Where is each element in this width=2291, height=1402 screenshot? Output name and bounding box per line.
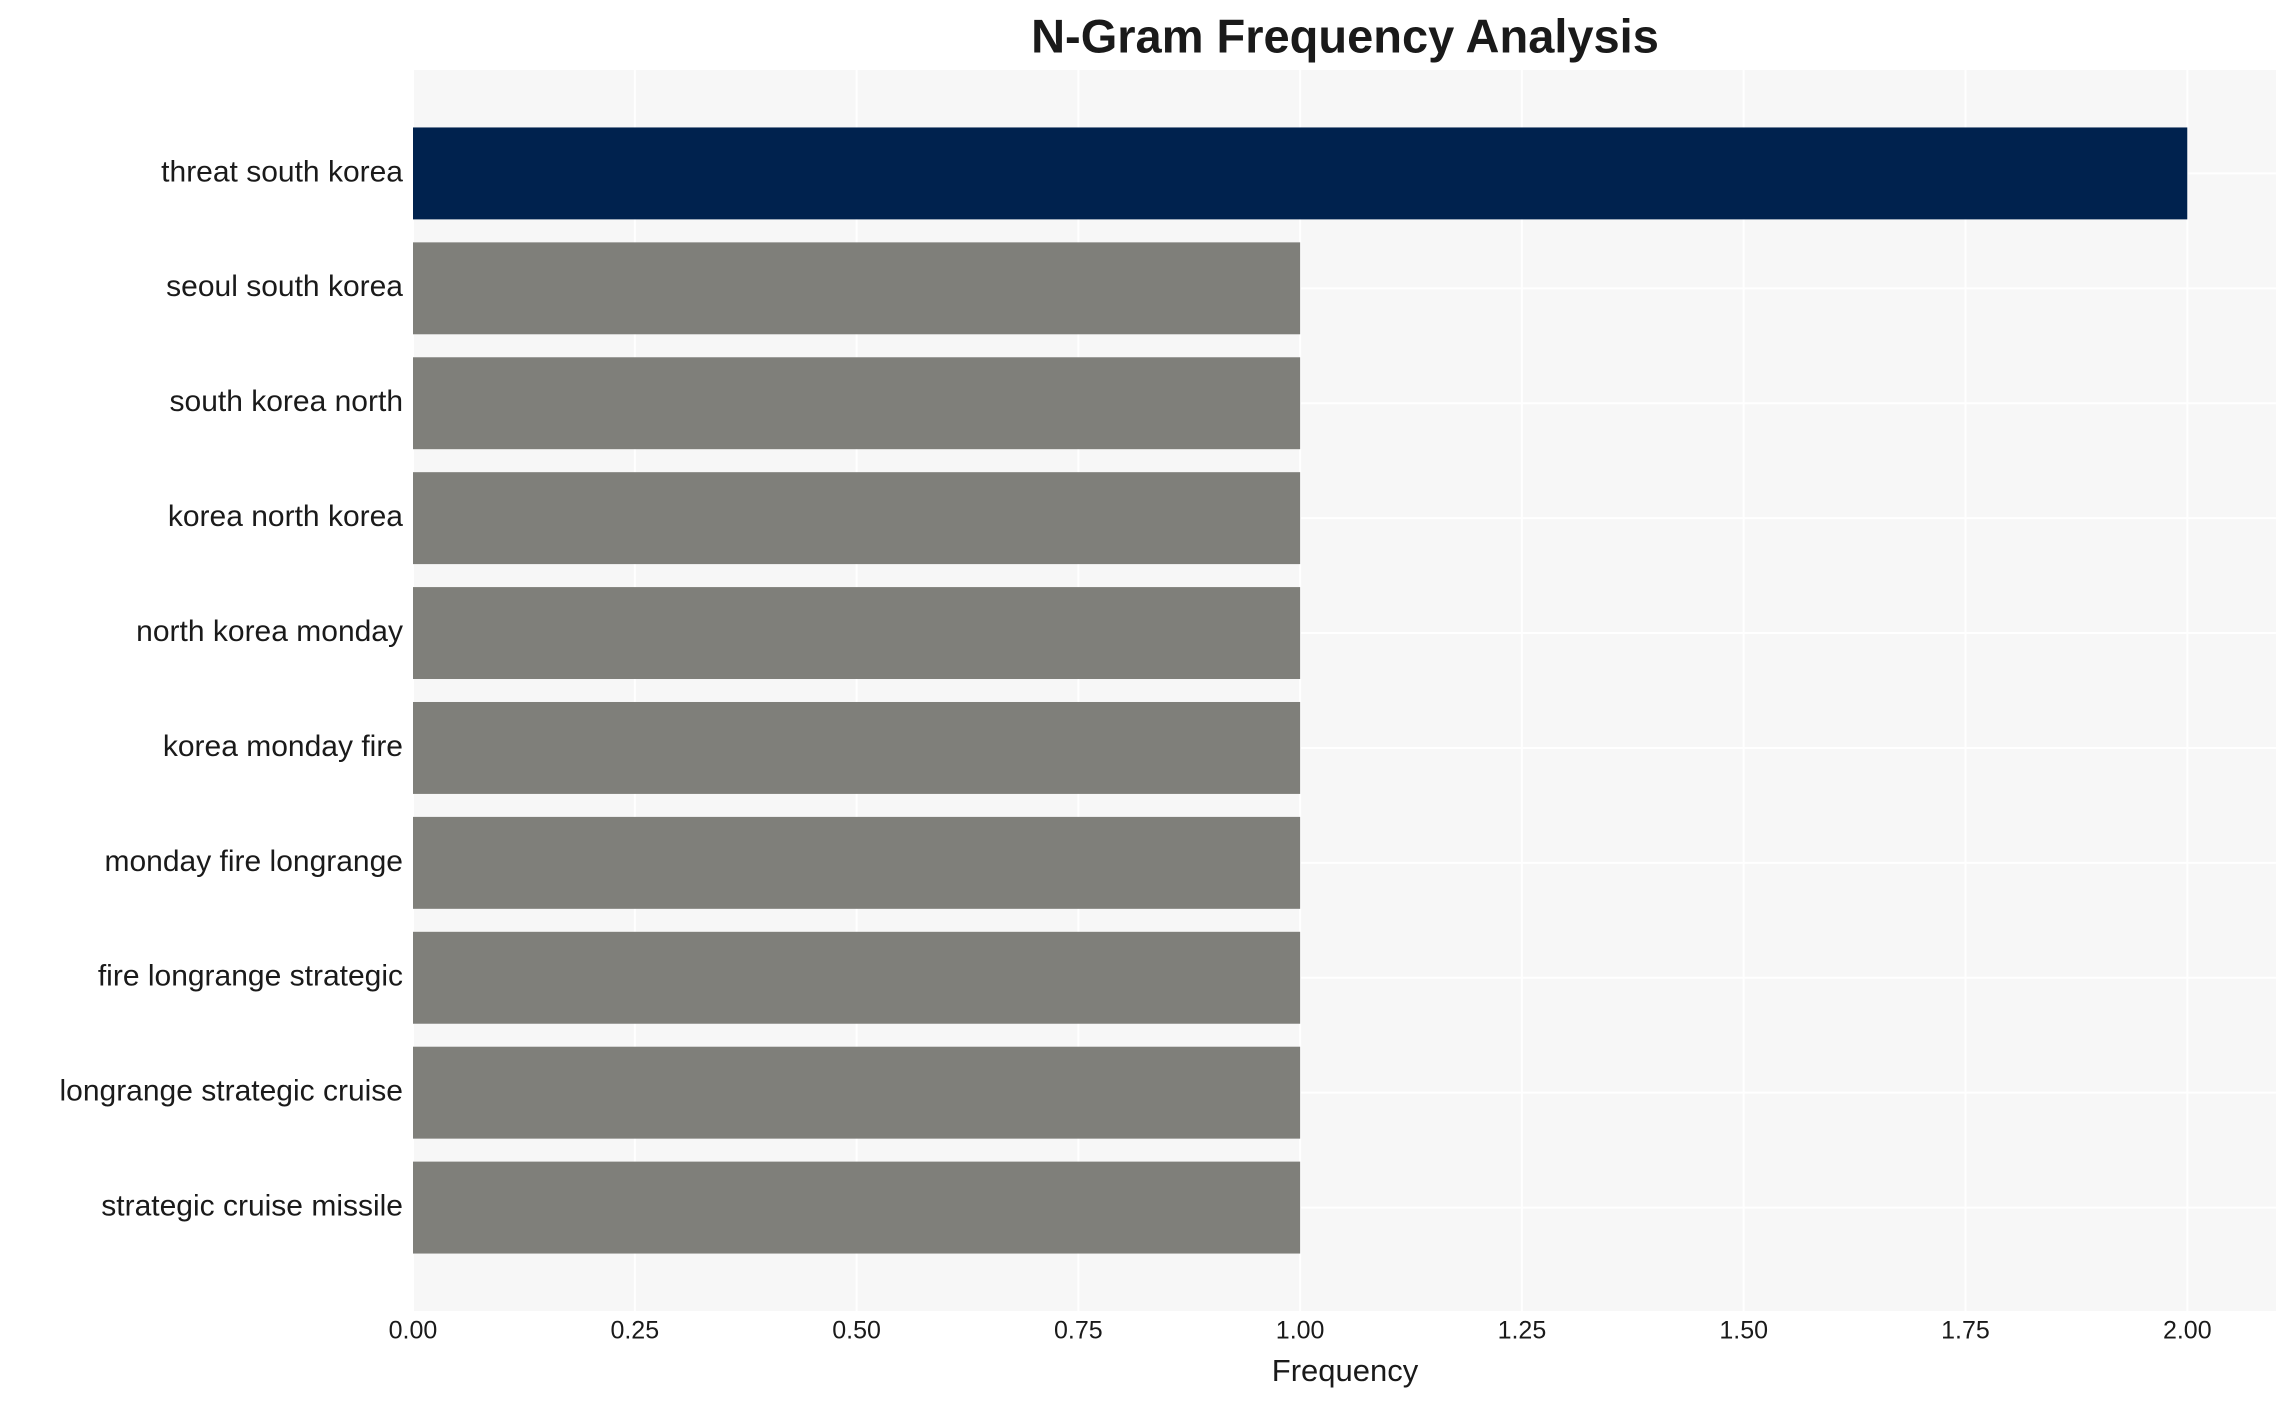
y-tick-label: north korea monday (136, 615, 403, 648)
x-tick-label: 0.75 (1054, 1317, 1103, 1345)
x-tick-label: 1.75 (1941, 1317, 1990, 1345)
bar (413, 357, 1301, 450)
y-tick-label: korea north korea (168, 500, 403, 533)
x-tick-label: 1.25 (1498, 1317, 1547, 1345)
y-tick-label: korea monday fire (163, 730, 403, 763)
y-tick-label: threat south korea (161, 155, 403, 188)
bar (413, 242, 1301, 335)
bar (413, 816, 1301, 909)
y-tick-label: monday fire longrange (104, 845, 403, 878)
x-tick-label: 2.00 (2163, 1317, 2212, 1345)
bar (413, 701, 1301, 794)
bar (413, 472, 1301, 565)
chart-title: N-Gram Frequency Analysis (1031, 9, 1659, 62)
bar (413, 1161, 1301, 1254)
y-tick-label: fire longrange strategic (98, 960, 403, 993)
bar (413, 931, 1301, 1024)
bar (413, 1046, 1301, 1139)
y-tick-label: south korea north (170, 385, 403, 418)
x-tick-label: 1.00 (1276, 1317, 1325, 1345)
x-tick-label: 1.50 (1719, 1317, 1768, 1345)
y-tick-label: seoul south korea (166, 270, 403, 303)
bar (413, 587, 1301, 680)
y-tick-label: longrange strategic cruise (59, 1075, 403, 1108)
y-tick-label: strategic cruise missile (101, 1190, 403, 1223)
x-tick-label: 0.25 (610, 1317, 659, 1345)
bar (413, 127, 2188, 220)
x-tick-label: 0.00 (389, 1317, 438, 1345)
x-axis-label: Frequency (1272, 1353, 1419, 1388)
x-tick-label: 0.50 (832, 1317, 881, 1345)
